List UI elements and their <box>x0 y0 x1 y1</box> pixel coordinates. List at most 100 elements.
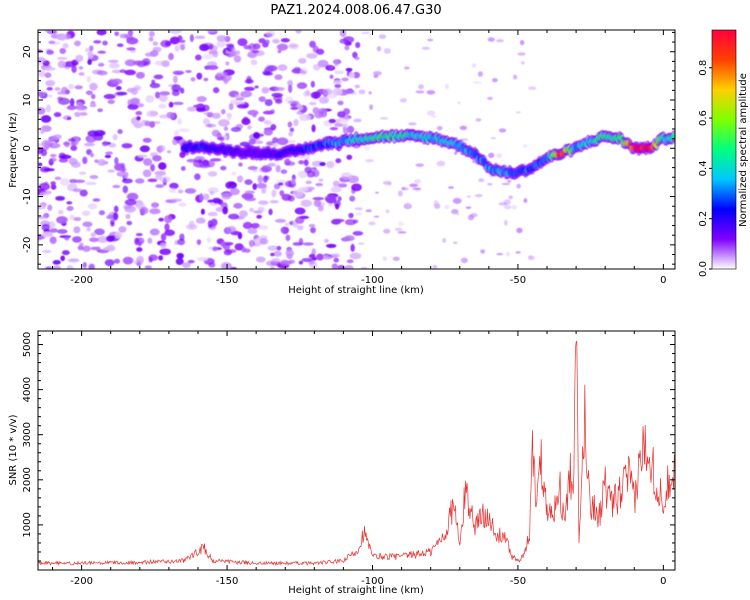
spectrogram-cell <box>397 231 407 234</box>
spectrogram-cell <box>520 60 525 65</box>
spectrogram-cell <box>60 255 66 262</box>
spectrogram-cell <box>472 81 482 84</box>
spectrogram-cell <box>159 176 171 183</box>
spectrogram-cell <box>125 214 131 219</box>
spectrogram-cell <box>148 36 154 42</box>
spectrogram-cell <box>151 202 160 208</box>
spectrogram-cell <box>38 70 46 78</box>
spectrogram-cell <box>368 221 376 226</box>
spectrogram-cell <box>496 153 503 159</box>
spectrogram-cell <box>197 256 209 262</box>
spectrogram-cell <box>44 266 53 269</box>
spectrogram-cell <box>61 250 70 256</box>
spectrogram-cell <box>225 61 230 66</box>
spectrogram-cell <box>238 210 248 218</box>
spectrogram-cell <box>67 258 80 263</box>
spectrogram-cell <box>272 143 279 148</box>
spectrogram-cell <box>38 182 50 191</box>
spectrogram-cell <box>218 119 230 127</box>
spectrogram-cell <box>225 75 232 80</box>
spectrogram-cell <box>115 86 122 91</box>
colorbar-tick-label: 0.4 <box>698 160 709 176</box>
spectrogram-cell <box>66 105 77 111</box>
spectrogram-cell <box>168 187 177 194</box>
spectrogram-cell <box>85 181 97 186</box>
spectrogram-cell <box>221 193 232 200</box>
spectrogram-cell <box>496 252 504 256</box>
spectrogram-cell <box>236 175 244 183</box>
spectrogram-cell <box>46 49 54 55</box>
spectrogram-cell <box>264 39 270 45</box>
spectrogram-cell <box>45 79 56 87</box>
spectrogram-cell <box>151 79 156 85</box>
spectrogram-cell <box>528 86 537 91</box>
spectrogram-cell <box>53 112 62 118</box>
spectrogram-cell <box>345 67 353 72</box>
spectrogram-cell <box>59 178 70 186</box>
spectrogram-cell <box>436 125 443 131</box>
spectrogram-cell <box>40 129 45 135</box>
colorbar-label: Normalized spectral amplitude <box>738 73 749 227</box>
spectrogram-cell <box>74 40 81 47</box>
spectrogram-cell <box>392 256 400 261</box>
spectrogram-cell <box>47 204 53 211</box>
spectrogram-cell <box>311 167 317 171</box>
spectrogram-cell <box>275 164 281 173</box>
spectrogram-cell <box>217 137 224 141</box>
spectrogram-cell <box>312 197 325 201</box>
spectrogram-cell <box>322 256 333 260</box>
spectrogram-cell <box>334 70 345 75</box>
spectrogram-cell <box>323 253 331 257</box>
spectrogram-cell <box>159 144 166 152</box>
spectrogram-cell <box>102 140 109 147</box>
colorbar-gradient <box>712 30 736 269</box>
spectrogram-cell <box>135 110 143 116</box>
spectrogram-y-tick-label: 20 <box>22 45 33 58</box>
spectrogram-cell <box>48 94 53 98</box>
spectrogram-cell <box>255 140 264 144</box>
spectrogram-cell <box>169 30 182 34</box>
spectrogram-cell <box>117 129 123 135</box>
spectrogram-cell <box>460 257 468 264</box>
spectrogram-cell <box>62 43 69 49</box>
spectrogram-cell <box>88 263 95 269</box>
spectrogram-cell <box>58 209 64 215</box>
spectrogram-cell <box>504 219 508 226</box>
spectrogram-cell <box>50 181 56 186</box>
spectrogram-cell <box>298 237 304 246</box>
spectrogram-cell <box>180 166 186 171</box>
spectrogram-cell <box>308 101 317 106</box>
spectrogram-cell <box>94 159 99 164</box>
spectrogram-cell <box>230 126 242 132</box>
spectrogram-cell <box>216 35 227 42</box>
spectrogram-cell <box>280 38 290 43</box>
spectrogram-y-tick-label: -10 <box>22 188 33 204</box>
spectrogram-cell <box>284 161 296 166</box>
spectrogram-cell <box>397 190 403 197</box>
spectrogram-cell <box>103 93 116 100</box>
spectrogram-cell <box>126 47 136 51</box>
spectrogram-cell <box>267 65 278 72</box>
spectrogram-cell <box>90 232 96 237</box>
spectrogram-cell <box>516 183 521 189</box>
spectrogram-cell <box>244 190 256 194</box>
spectrogram-cell <box>72 236 82 243</box>
spectrogram-cell <box>280 169 288 174</box>
spectrogram-cell <box>295 30 302 34</box>
spectrogram-cell <box>137 154 148 158</box>
spectrogram-cell <box>369 104 374 111</box>
spectrogram-cell <box>178 39 186 43</box>
snr-line <box>38 340 675 567</box>
spectrogram-cell <box>212 87 220 94</box>
spectrogram-cell <box>176 252 184 260</box>
spectrogram-cell <box>75 54 84 63</box>
spectrogram-cell <box>143 158 153 166</box>
spectrogram-cell <box>334 83 342 89</box>
spectrogram-cell <box>304 166 313 174</box>
spectrogram-cell <box>454 151 458 155</box>
spectrogram-cell <box>164 223 170 232</box>
spectrogram-cell <box>273 183 281 190</box>
spectrogram-cell <box>158 255 164 261</box>
spectrogram-cell <box>334 122 344 127</box>
